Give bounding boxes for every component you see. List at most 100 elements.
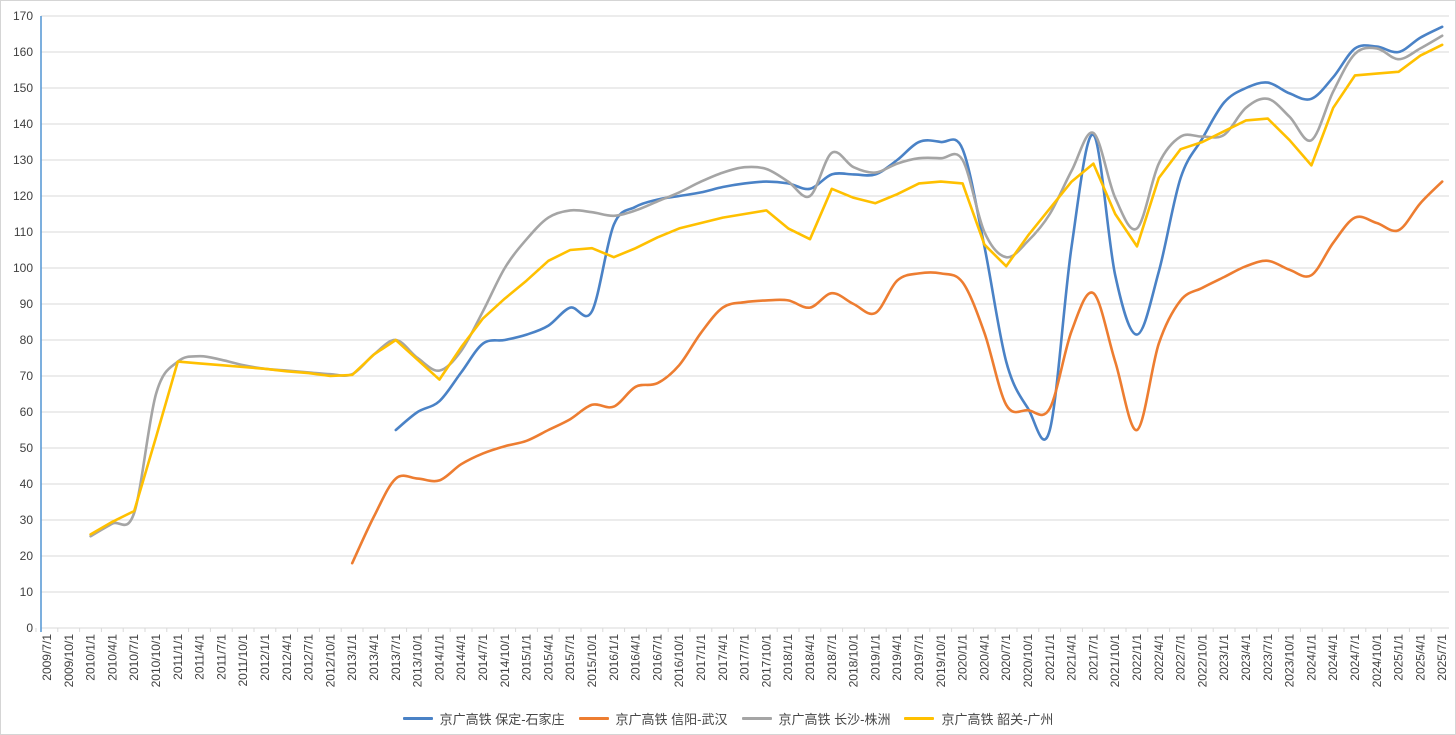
series-line-3[interactable]: [89, 43, 1444, 536]
x-tick-label: 2018/4/1: [803, 634, 817, 681]
x-axis-labels: 2009/7/1 2009/10/1 2010/1/1 2010/4/1 2010/7/…: [40, 634, 1449, 688]
y-tick-label: 170: [13, 9, 33, 23]
x-tick-label: 2020/7/1: [999, 634, 1013, 681]
x-tick-label: 2014/10/1: [498, 634, 512, 688]
x-tick-label: 2013/10/1: [411, 634, 425, 688]
legend-item-shaoguan-guangzhou[interactable]: 京广高铁 韶关-广州: [904, 709, 1053, 728]
x-tick-label: 2013/1/1: [345, 634, 359, 681]
x-tick-label: 2012/7/1: [302, 634, 316, 681]
x-tick-label: 2022/4/1: [1152, 634, 1166, 681]
legend-line-swatch-gray: [741, 717, 772, 720]
x-tick-label: 2010/7/1: [127, 634, 141, 681]
x-tick-label: 2025/4/1: [1413, 634, 1427, 681]
x-tick-label: 2016/10/1: [672, 634, 686, 688]
series-line-2[interactable]: [89, 34, 1444, 538]
x-tick-label: 2010/10/1: [149, 634, 163, 688]
x-tick-label: 2024/1/1: [1304, 634, 1318, 681]
x-tick-label: 2017/4/1: [716, 634, 730, 681]
x-tick-label: 2019/4/1: [890, 634, 904, 681]
x-tick-label: 2023/7/1: [1261, 634, 1275, 681]
x-tick-label: 2022/1/1: [1130, 634, 1144, 681]
legend-item-baoding-shijiazhuang[interactable]: 京广高铁 保定-石家庄: [402, 709, 565, 728]
x-tick-label: 2019/1/1: [868, 634, 882, 681]
x-tick-label: 2023/10/1: [1283, 634, 1297, 688]
x-tick-label: 2014/7/1: [476, 634, 490, 681]
x-tick-label: 2010/4/1: [105, 634, 119, 681]
legend-line-swatch-yellow: [904, 717, 935, 720]
x-tick-label: 2018/10/1: [847, 634, 861, 688]
chart-legend: 京广高铁 保定-石家庄 京广高铁 信阳-武汉 京广高铁 长沙-株洲 京广高铁 韶…: [1, 709, 1455, 728]
x-tick-label: 2024/4/1: [1326, 634, 1340, 681]
x-tick-label: 2022/10/1: [1195, 634, 1209, 688]
x-tick-label: 2011/4/1: [193, 634, 207, 680]
x-tick-label: 2011/10/1: [236, 634, 250, 687]
x-tick-label: 2021/10/1: [1108, 634, 1122, 688]
y-tick-label: 70: [20, 369, 34, 383]
x-tick-label: 2018/7/1: [825, 634, 839, 681]
x-tick-label: 2019/10/1: [934, 634, 948, 688]
x-tick-label: 2019/7/1: [912, 634, 926, 681]
series-line-0[interactable]: [394, 25, 1444, 441]
y-axis-labels: 0 10 20 30 40 50 60 70 80 90 100 110 120 130 140 150 160…: [13, 9, 33, 635]
y-tick-label: 120: [13, 189, 33, 203]
x-tick-label: 2015/4/1: [541, 634, 555, 681]
legend-line-swatch-orange: [578, 717, 609, 720]
x-tick-label: 2020/10/1: [1021, 634, 1035, 688]
legend-line-swatch-blue: [402, 717, 433, 720]
x-tick-label: 2024/10/1: [1370, 634, 1384, 688]
legend-item-changsha-zhuzhou[interactable]: 京广高铁 长沙-株洲: [741, 709, 891, 728]
y-tick-label: 10: [20, 585, 34, 599]
x-tick-label: 2012/4/1: [280, 634, 294, 681]
legend-label: 京广高铁 长沙-株洲: [778, 712, 891, 727]
x-tick-label: 2023/1/1: [1217, 634, 1231, 681]
legend-label: 京广高铁 韶关-广州: [941, 712, 1054, 727]
y-tick-label: 100: [13, 261, 33, 275]
x-tick-label: 2021/1/1: [1043, 634, 1057, 681]
x-axis-ticks: [35, 628, 1432, 632]
y-tick-label: 150: [13, 81, 33, 95]
y-tick-label: 30: [20, 513, 34, 527]
x-tick-label: 2010/1/1: [84, 634, 98, 681]
y-tick-label: 0: [26, 621, 33, 635]
x-tick-label: 2020/4/1: [977, 634, 991, 681]
x-tick-label: 2013/4/1: [367, 634, 381, 681]
y-tick-label: 50: [20, 441, 34, 455]
x-tick-label: 2016/1/1: [607, 634, 621, 681]
x-tick-label: 2009/7/1: [40, 634, 54, 681]
x-tick-label: 2023/4/1: [1239, 634, 1253, 681]
x-tick-label: 2014/1/1: [432, 634, 446, 681]
x-tick-label: 2011/7/1: [214, 634, 228, 680]
x-tick-label: 2016/4/1: [629, 634, 643, 681]
x-tick-label: 2016/7/1: [650, 634, 664, 681]
x-tick-label: 2017/1/1: [694, 634, 708, 681]
x-tick-label: 2022/7/1: [1174, 634, 1188, 681]
series-line-1[interactable]: [350, 180, 1444, 565]
x-tick-label: 2015/1/1: [520, 634, 534, 681]
legend-label: 京广高铁 保定-石家庄: [439, 712, 565, 727]
y-tick-label: 140: [13, 117, 33, 131]
x-tick-label: 2020/1/1: [956, 634, 970, 681]
y-tick-label: 60: [20, 405, 34, 419]
y-tick-label: 40: [20, 477, 34, 491]
y-tick-label: 130: [13, 153, 33, 167]
x-tick-label: 2024/7/1: [1348, 634, 1362, 681]
x-tick-label: 2018/1/1: [781, 634, 795, 681]
x-tick-label: 2009/10/1: [62, 634, 76, 688]
y-tick-label: 160: [13, 45, 33, 59]
y-tick-label: 80: [20, 333, 34, 347]
x-tick-label: 2014/4/1: [454, 634, 468, 681]
legend-item-xinyang-wuhan[interactable]: 京广高铁 信阳-武汉: [578, 709, 728, 728]
x-tick-label: 2015/7/1: [563, 634, 577, 681]
x-tick-label: 2021/7/1: [1086, 634, 1100, 681]
y-tick-label: 110: [14, 225, 33, 239]
x-tick-label: 2012/10/1: [323, 634, 337, 688]
gridlines: [41, 15, 1449, 593]
x-tick-label: 2025/7/1: [1435, 634, 1449, 681]
x-tick-label: 2015/10/1: [585, 634, 599, 688]
x-tick-label: 2011/1/1: [171, 634, 185, 680]
x-tick-label: 2012/1/1: [258, 634, 272, 681]
y-tick-label: 90: [20, 297, 34, 311]
x-tick-label: 2021/4/1: [1065, 634, 1079, 681]
